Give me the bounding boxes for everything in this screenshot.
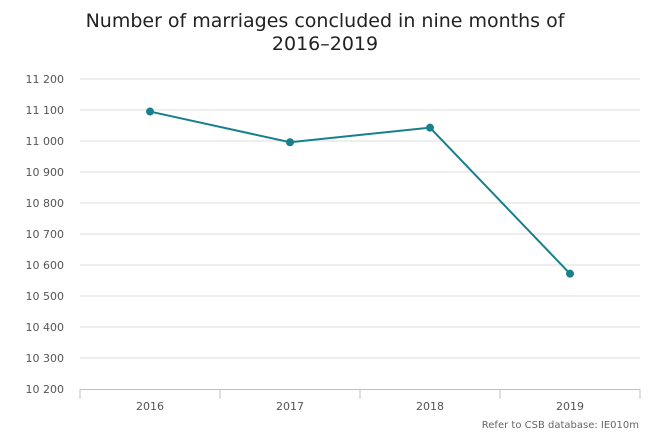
y-tick-label: 10 400	[26, 321, 65, 334]
x-tick-label: 2016	[136, 400, 164, 413]
x-tick-label: 2017	[276, 400, 304, 413]
data-point	[146, 107, 154, 116]
x-axis: 2016 2017 2018 2019	[79, 389, 641, 413]
x-tick-label: 2019	[556, 400, 584, 413]
chart-title-line-1: Number of marriages concluded in nine mo…	[86, 10, 566, 32]
y-tick-label: 10 800	[26, 197, 65, 210]
y-tick-label: 10 700	[26, 228, 65, 241]
y-axis-ticks: 10 200 10 300 10 400 10 500 10 600 10 700 10 8…	[26, 73, 65, 396]
data-point	[566, 269, 574, 278]
series-group	[146, 107, 574, 278]
y-tick-label: 10 200	[26, 383, 65, 396]
series-line	[149, 110, 571, 275]
y-tick-label: 11 000	[26, 135, 65, 148]
grid-lines	[80, 78, 640, 359]
data-point	[286, 138, 294, 147]
y-tick-label: 10 300	[26, 352, 65, 365]
y-tick-label: 10 600	[26, 259, 65, 272]
y-tick-label: 10 500	[26, 290, 65, 303]
data-point	[426, 123, 434, 132]
y-tick-label: 11 200	[26, 73, 65, 86]
chart-title-line-2: 2016–2019	[272, 33, 378, 55]
y-tick-label: 11 100	[26, 104, 65, 117]
y-tick-label: 10 900	[26, 166, 65, 179]
x-tick-label: 2018	[416, 400, 444, 413]
chart-credit[interactable]: Refer to CSB database: IE010m	[482, 420, 639, 431]
